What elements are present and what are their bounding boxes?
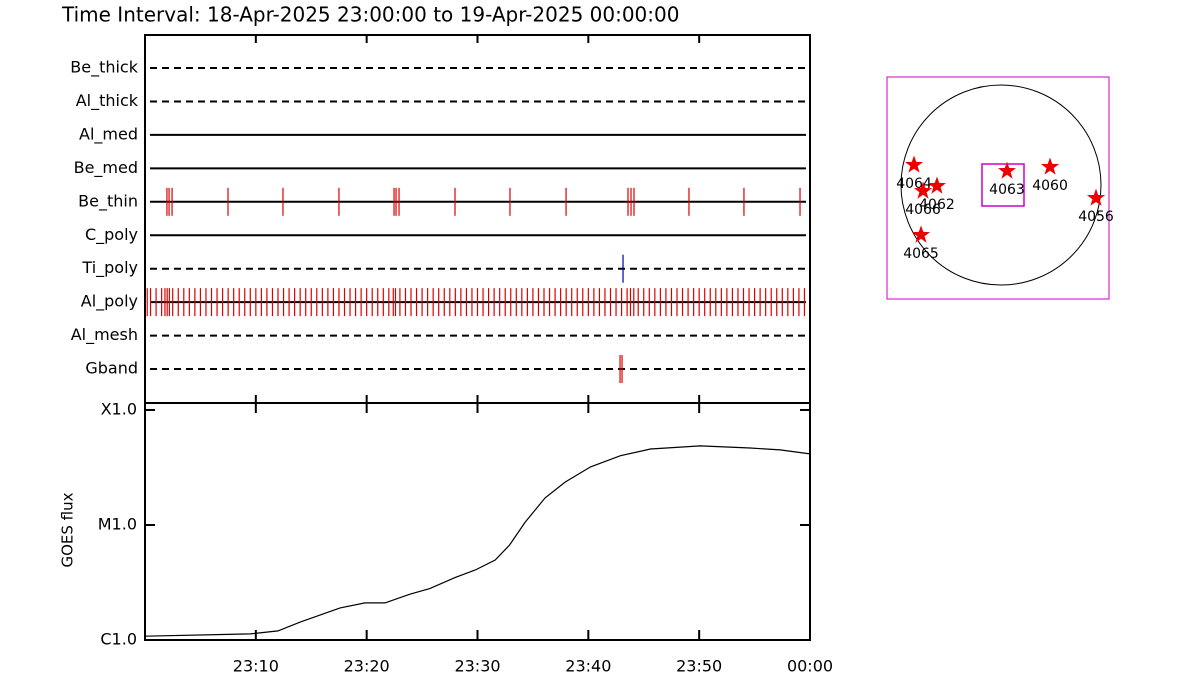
row-label: Ti_poly bbox=[81, 258, 138, 278]
row-label: Be_thick bbox=[70, 58, 138, 78]
region-label: 4056 bbox=[1078, 209, 1114, 225]
region-star bbox=[1041, 157, 1060, 175]
x-tick-label: 23:20 bbox=[344, 657, 390, 676]
row-label: C_poly bbox=[85, 225, 138, 245]
map-frame bbox=[886, 76, 1110, 300]
row-label: Al_med bbox=[79, 124, 138, 144]
solar-disk bbox=[900, 84, 1102, 286]
region-star bbox=[998, 161, 1016, 179]
row-label: Gband bbox=[85, 359, 138, 378]
y-tick-label: M1.0 bbox=[98, 514, 137, 533]
region-label: 4060 bbox=[1032, 178, 1068, 194]
region-star bbox=[905, 155, 924, 173]
x-tick-label: 23:50 bbox=[676, 657, 722, 676]
y-tick-label: C1.0 bbox=[100, 630, 137, 649]
row-label: Al_poly bbox=[81, 292, 138, 312]
x-tick-label: 23:40 bbox=[565, 657, 611, 676]
region-label: 4062 bbox=[919, 197, 955, 213]
field-of-view bbox=[981, 163, 1025, 207]
region-label: 4063 bbox=[989, 182, 1025, 198]
y-tick-label: X1.0 bbox=[101, 399, 137, 418]
region-star bbox=[914, 181, 933, 199]
x-tick-label: 00:00 bbox=[787, 657, 833, 676]
region-label: 4065 bbox=[903, 246, 939, 262]
row-label: Be_thin bbox=[78, 191, 138, 211]
chart-title: Time Interval: 18-Apr-2025 23:00:00 to 1… bbox=[61, 3, 679, 27]
y-axis-label: GOES flux bbox=[59, 492, 77, 567]
goes-curve bbox=[144, 445, 811, 637]
row-label: Al_mesh bbox=[71, 325, 138, 345]
row-label: Be_med bbox=[74, 158, 138, 178]
region-label: 4066 bbox=[905, 202, 941, 218]
region-star bbox=[1087, 188, 1106, 206]
region-star bbox=[927, 176, 946, 194]
x-tick-label: 23:10 bbox=[233, 657, 279, 676]
region-star bbox=[912, 225, 931, 243]
row-label: Al_thick bbox=[76, 91, 139, 111]
x-tick-label: 23:30 bbox=[454, 657, 500, 676]
